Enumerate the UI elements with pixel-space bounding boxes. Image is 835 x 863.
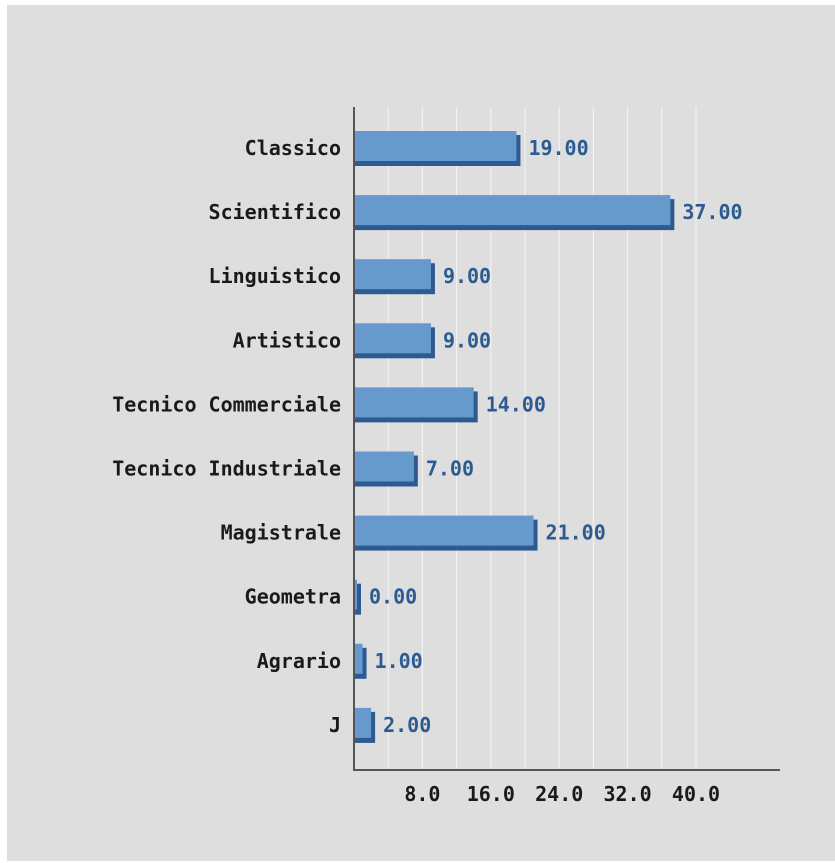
value-label: 21.00 [546, 521, 606, 545]
bar-chart: Classico 19.00 Scientifico 37.00 Linguistico… [112, 107, 780, 806]
category-label: Magistrale [221, 521, 341, 545]
value-label: 7.00 [426, 457, 474, 481]
x-tick-label: 24.0 [535, 782, 583, 806]
bars [355, 131, 675, 743]
category-label: Linguistico [209, 264, 341, 288]
bar-artistico [355, 323, 431, 354]
x-tick-label: 16.0 [467, 782, 515, 806]
value-label: 14.00 [486, 392, 546, 416]
value-label: 37.00 [682, 200, 742, 224]
bar-agrario [355, 643, 363, 674]
bar-tecnico-industriale [355, 451, 414, 482]
bar-scientifico [355, 195, 671, 226]
bar-tecnico-commerciale [355, 387, 474, 418]
value-label: 9.00 [443, 328, 491, 352]
category-label: Tecnico Commerciale [112, 392, 341, 416]
chart-panel: Classico 19.00 Scientifico 37.00 Linguistico… [7, 5, 835, 861]
axes [353, 107, 780, 771]
labels: Classico 19.00 Scientifico 37.00 Linguistico… [112, 136, 742, 806]
bar-classico [355, 131, 517, 161]
category-label: Agrario [257, 649, 341, 673]
bar-shadow [355, 583, 361, 615]
x-tick-label: 40.0 [672, 782, 720, 806]
value-label: 9.00 [443, 264, 491, 288]
bar-j [355, 707, 372, 738]
category-label: Classico [245, 136, 341, 160]
category-label: Tecnico Industriale [112, 457, 341, 481]
bar-linguistico [355, 259, 431, 290]
x-tick-label: 8.0 [404, 782, 440, 806]
value-label: 1.00 [375, 649, 423, 673]
x-tick-label: 32.0 [604, 782, 652, 806]
value-label: 19.00 [528, 136, 588, 160]
category-label: Artistico [233, 328, 341, 352]
bar-magistrale [355, 515, 534, 546]
value-label: 2.00 [383, 713, 431, 737]
category-label: Geometra [245, 585, 341, 609]
category-label: Scientifico [209, 200, 341, 224]
bar-geometra [355, 579, 357, 610]
category-label: J [329, 713, 341, 737]
value-label: 0.00 [369, 585, 417, 609]
